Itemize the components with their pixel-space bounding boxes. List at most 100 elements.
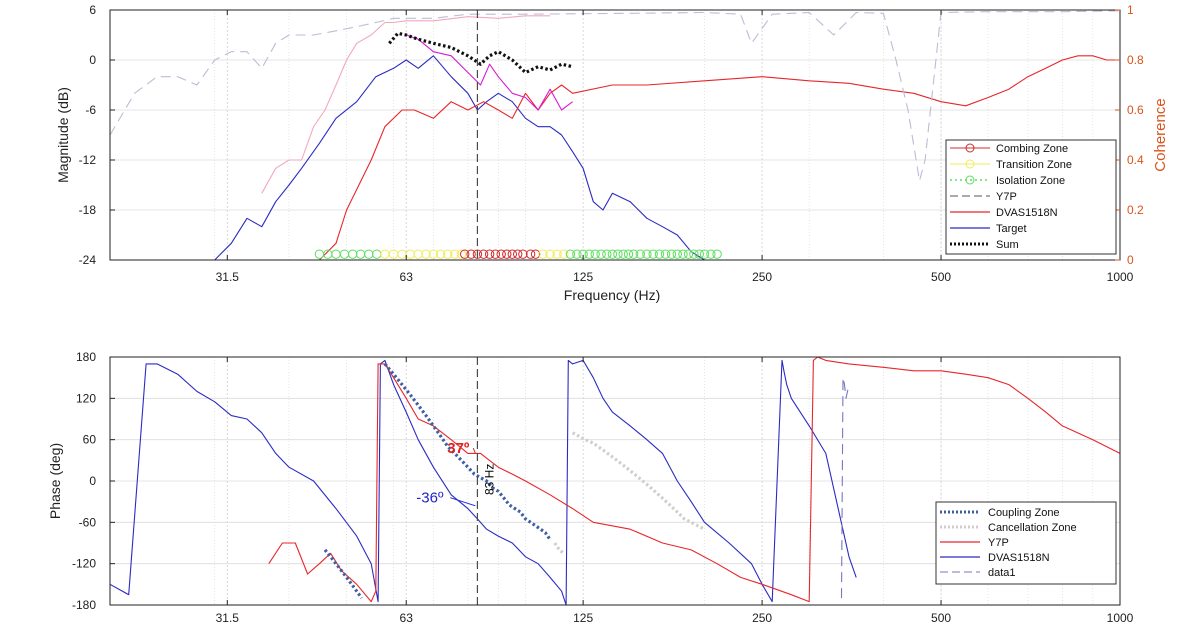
zone-marker-combing-zone xyxy=(472,249,483,259)
zone-marker-transition-zone xyxy=(545,249,555,259)
zone-marker-combing-zone xyxy=(484,249,495,259)
ytick-label: -24 xyxy=(79,253,97,267)
magnitude-yticks: -24 -18 -12 -6 0 6 xyxy=(79,3,115,267)
ytick-label: -12 xyxy=(79,153,97,167)
zone-marker-isolation-zone xyxy=(706,249,716,259)
phase-xticks: 31.5 63 125 250 500 1000 xyxy=(216,357,1134,625)
zone-marker-isolation-zone xyxy=(572,249,582,259)
svg-text:Isolation Zone: Isolation Zone xyxy=(996,175,1065,187)
zone-marker-isolation-zone xyxy=(602,249,612,259)
series-y7p-coherence xyxy=(109,10,1121,182)
zone-marker-transition-zone xyxy=(552,249,562,259)
zone-marker-isolation-zone xyxy=(678,249,688,259)
magnitude-xlabel: Frequency (Hz) xyxy=(564,287,660,303)
phase-yticks: -180 -120 -60 0 60 120 180 xyxy=(72,350,115,612)
svg-text:DVAS1518N: DVAS1518N xyxy=(988,552,1050,564)
ytick-label: -6 xyxy=(85,103,96,117)
annotation-37-deg: 37º xyxy=(447,440,470,457)
zone-marker-isolation-zone xyxy=(628,249,639,259)
xtick-label: 250 xyxy=(752,611,772,625)
magnitude-xticks: 31.5 63 125 250 500 1000 xyxy=(216,10,1134,284)
ytick-label: -18 xyxy=(79,203,97,217)
svg-text:data1: data1 xyxy=(988,567,1016,579)
zone-marker-transition-zone xyxy=(559,249,569,259)
zone-marker-isolation-zone xyxy=(635,249,645,259)
annotation-neg36-deg: -36º xyxy=(416,490,444,507)
zone-marker-combing-zone xyxy=(502,249,512,259)
legend-data1: data1 xyxy=(940,567,1016,579)
zone-marker-isolation-zone xyxy=(666,249,677,259)
svg-text:Y7P: Y7P xyxy=(996,191,1017,203)
legend-dvas1518n-phase: DVAS1518N xyxy=(940,552,1050,564)
svg-text:Y7P: Y7P xyxy=(988,537,1009,549)
magnitude-plot: 31.5 63 125 250 500 1000 -24 -18 -12 -6 0 6 0 0.2 0.… xyxy=(55,3,1169,303)
series-target xyxy=(214,55,705,261)
legend-sum: Sum xyxy=(950,239,1019,251)
magnitude-series xyxy=(109,10,1121,261)
phase-plot: 31.5 63 125 250 500 1000 -180 -120 -60 0 60 120 180… xyxy=(47,350,1134,625)
phase-zones xyxy=(323,362,706,600)
series-magenta xyxy=(406,34,573,111)
zone-marker-isolation-zone xyxy=(672,249,682,259)
zone-marker-combing-zone xyxy=(466,249,476,259)
legend-isolation-zone: Isolation Zone xyxy=(950,175,1065,187)
zone-marker-combing-zone xyxy=(507,249,517,259)
zone-marker-combing-zone xyxy=(460,249,470,259)
zone-coupling-zone xyxy=(323,548,363,600)
zone-marker-isolation-zone xyxy=(642,249,652,259)
zone-cancellation-zone xyxy=(571,431,706,531)
zone-marker-isolation-zone xyxy=(689,249,699,259)
legend-transition-zone: Transition Zone xyxy=(950,159,1072,171)
zone-marker-transition-zone xyxy=(456,249,467,259)
annotation-83hz: 83 Hz xyxy=(482,464,496,495)
zone-marker-transition-zone xyxy=(413,249,423,259)
zone-marker-isolation-zone xyxy=(712,249,722,259)
phase-series xyxy=(109,356,1121,606)
zone-marker-isolation-zone xyxy=(694,249,704,259)
xtick-label: 125 xyxy=(573,611,593,625)
xtick-label: 63 xyxy=(400,611,414,625)
ytick-label: 6 xyxy=(89,3,96,17)
zone-coupling-zone xyxy=(383,362,552,541)
zone-marker-isolation-zone xyxy=(613,249,623,259)
annotation-neg36-arrow xyxy=(450,497,476,507)
zone-marker-transition-zone xyxy=(443,249,453,259)
xtick-label: 500 xyxy=(931,611,951,625)
svg-text:Coupling Zone: Coupling Zone xyxy=(988,507,1060,519)
xtick-label: 63 xyxy=(400,270,414,284)
zone-marker-isolation-zone xyxy=(607,249,618,259)
zone-marker-isolation-zone xyxy=(699,249,710,259)
zone-cancellation-zone xyxy=(553,542,565,555)
zone-marker-isolation-zone xyxy=(660,249,671,259)
zone-marker-isolation-zone xyxy=(596,249,606,259)
svg-text:DVAS1518N: DVAS1518N xyxy=(996,207,1058,219)
zone-marker-isolation-zone xyxy=(654,249,665,259)
ytick-label: -120 xyxy=(72,557,96,571)
phase-ylabel: Phase (deg) xyxy=(47,443,63,519)
zone-marker-isolation-zone xyxy=(584,249,594,259)
zone-marker-isolation-zone xyxy=(618,249,628,259)
ytick-label: 1 xyxy=(1127,3,1134,17)
ytick-label: 180 xyxy=(76,350,96,364)
xtick-label: 125 xyxy=(573,270,593,284)
xtick-label: 31.5 xyxy=(216,270,240,284)
legend-combing-zone: Combing Zone xyxy=(950,143,1068,155)
svg-text:Sum: Sum xyxy=(996,239,1019,251)
legend-dvas1518n: DVAS1518N xyxy=(950,207,1058,219)
zone-marker-transition-zone xyxy=(421,249,431,259)
zone-marker-isolation-zone xyxy=(683,249,694,259)
zone-marker-combing-zone xyxy=(513,249,523,259)
phase-legend: Coupling Zone Cancellation Zone Y7P DVAS… xyxy=(935,501,1117,585)
legend-target: Target xyxy=(950,223,1027,235)
zone-marker-combing-zone xyxy=(490,249,501,259)
series-data1 xyxy=(840,377,850,599)
ytick-label: -180 xyxy=(72,598,96,612)
zone-marker-combing-zone xyxy=(525,249,536,259)
ytick-label: 0 xyxy=(89,53,96,67)
coherence-yticks: 0 0.2 0.4 0.6 0.8 1 xyxy=(1115,3,1144,267)
zone-marker-transition-zone xyxy=(436,249,446,259)
ytick-label: -60 xyxy=(79,515,97,529)
xtick-label: 1000 xyxy=(1107,270,1134,284)
magnitude-ylabel: Magnitude (dB) xyxy=(55,87,71,183)
